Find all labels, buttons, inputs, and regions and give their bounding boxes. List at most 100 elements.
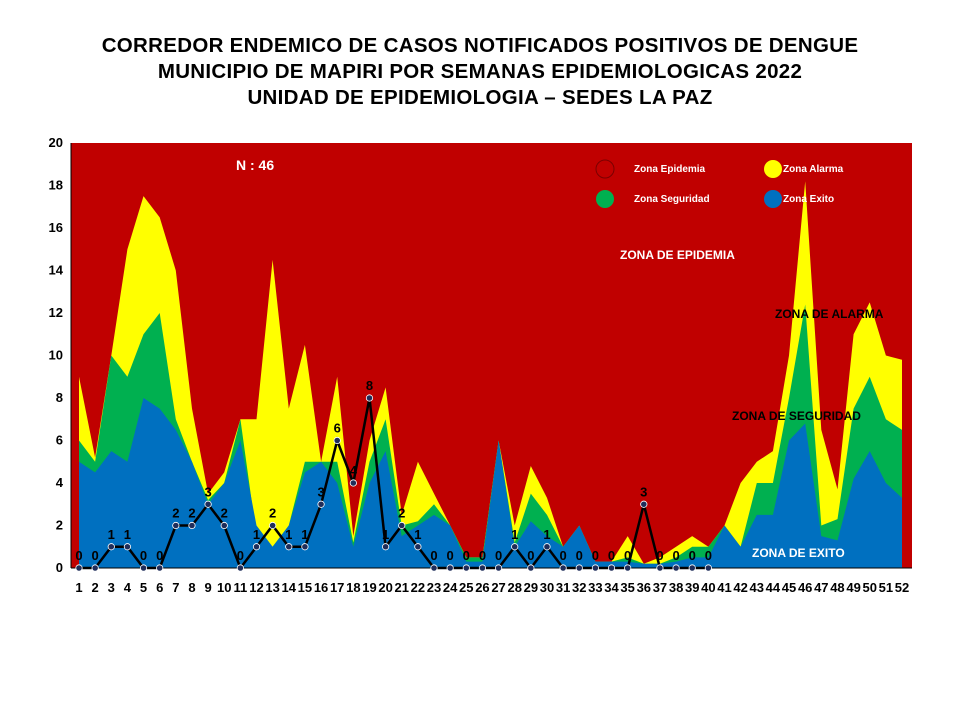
observed-data-label: 2	[221, 506, 228, 521]
x-tick-label: 10	[217, 580, 231, 595]
legend-label-alarma: Zona Alarma	[783, 164, 844, 175]
zone-epidemia-label: ZONA DE EPIDEMIA	[620, 248, 735, 262]
legend-swatch-seguridad	[596, 190, 614, 208]
observed-data-label: 0	[140, 548, 147, 563]
x-tick-label: 29	[524, 580, 538, 595]
x-tick-label: 48	[830, 580, 844, 595]
x-tick-label: 12	[249, 580, 263, 595]
x-tick-label: 11	[233, 580, 247, 595]
observed-point	[398, 521, 406, 530]
legend-item-alarma: Zona Alarma	[764, 160, 844, 178]
observed-point	[591, 564, 599, 572]
x-tick-label: 46	[798, 580, 812, 595]
y-tick-label: 4	[56, 475, 64, 490]
zone-seguridad-label: ZONA DE SEGURIDAD	[732, 409, 861, 423]
observed-cases-line	[79, 397, 709, 571]
x-tick-label: 52	[895, 580, 909, 595]
observed-data-label: 0	[75, 548, 82, 563]
x-tick-label: 5	[140, 580, 147, 595]
x-tick-label: 23	[427, 580, 441, 595]
observed-data-label: 8	[366, 378, 373, 393]
x-tick-label: 51	[879, 580, 893, 595]
observed-point	[317, 500, 325, 508]
observed-data-label: 1	[124, 527, 131, 542]
observed-point	[640, 500, 648, 508]
y-tick-label: 8	[56, 390, 63, 405]
observed-data-label: 0	[560, 548, 567, 563]
x-tick-label: 27	[491, 580, 505, 595]
observed-data-label: 0	[92, 548, 99, 563]
legend: Zona Epidemia Zona Alarma Zona Seguridad…	[595, 159, 844, 208]
observed-data-label: 0	[705, 548, 712, 563]
observed-data-label: 1	[414, 527, 421, 542]
observed-point	[414, 543, 422, 551]
x-tick-label: 28	[507, 580, 521, 595]
x-tick-label: 24	[443, 580, 458, 595]
x-tick-label: 25	[459, 580, 473, 595]
x-tick-label: 34	[604, 580, 619, 595]
x-tick-label: 17	[330, 580, 344, 595]
x-tick-label: 38	[669, 580, 683, 595]
observed-data-label: 1	[511, 527, 518, 542]
y-tick-label: 16	[49, 220, 63, 235]
observed-data-label: 0	[156, 548, 163, 563]
chart-title-line-2: MUNICIPIO DE MAPIRI POR SEMANAS EPIDEMIO…	[157, 60, 803, 83]
observed-point	[107, 543, 115, 551]
x-tick-label: 1	[75, 580, 82, 595]
observed-point	[430, 564, 438, 572]
legend-label-exito: Zona Exito	[783, 194, 834, 205]
observed-point	[333, 436, 341, 445]
observed-point	[75, 564, 83, 572]
x-tick-label: 47	[814, 580, 828, 595]
observed-point	[123, 543, 132, 551]
x-tick-label: 7	[172, 580, 179, 595]
observed-data-label: 4	[350, 463, 358, 478]
x-tick-label: 26	[475, 580, 489, 595]
x-tick-label: 3	[108, 580, 115, 595]
x-tick-label: 9	[204, 580, 211, 595]
y-tick-label: 2	[56, 518, 63, 533]
observed-point	[91, 564, 99, 572]
observed-point	[672, 564, 680, 572]
observed-point	[172, 521, 180, 530]
observed-data-label: 1	[253, 527, 260, 542]
observed-point	[188, 521, 196, 530]
observed-data-label: 0	[656, 548, 663, 563]
observed-point	[204, 500, 212, 508]
legend-swatch-epidemia	[595, 159, 615, 179]
x-tick-label: 4	[124, 580, 132, 595]
y-tick-label: 14	[49, 263, 64, 278]
observed-point	[252, 543, 261, 551]
observed-point	[575, 564, 583, 572]
zone-alarma-label: ZONA DE ALARMA	[775, 307, 884, 321]
x-tick-label: 13	[265, 580, 279, 595]
x-tick-label: 50	[862, 580, 876, 595]
observed-point	[559, 564, 567, 572]
legend-swatch-alarma	[764, 160, 782, 178]
legend-item-epidemia: Zona Epidemia	[595, 159, 706, 179]
observed-point	[139, 564, 148, 572]
observed-data-label: 0	[447, 548, 454, 563]
legend-label-seguridad: Zona Seguridad	[634, 194, 710, 205]
observed-data-label: 2	[398, 506, 405, 521]
x-tick-label: 2	[92, 580, 99, 595]
observed-point	[220, 521, 228, 530]
x-tick-label: 18	[346, 580, 360, 595]
observed-data-label: 3	[317, 484, 324, 499]
y-tick-label: 10	[49, 348, 63, 363]
x-tick-label: 21	[395, 580, 409, 595]
zone-areas	[79, 181, 902, 569]
x-tick-label: 39	[685, 580, 699, 595]
observed-point	[656, 564, 664, 572]
x-tick-label: 30	[540, 580, 554, 595]
legend-item-seguridad: Zona Seguridad	[596, 190, 710, 208]
observed-data-label: 1	[301, 527, 308, 542]
observed-data-label: 1	[285, 527, 292, 542]
x-tick-label: 44	[766, 580, 781, 595]
observed-point	[543, 543, 551, 551]
legend-label-epidemia: Zona Epidemia	[634, 164, 706, 175]
observed-data-label: 3	[640, 484, 647, 499]
